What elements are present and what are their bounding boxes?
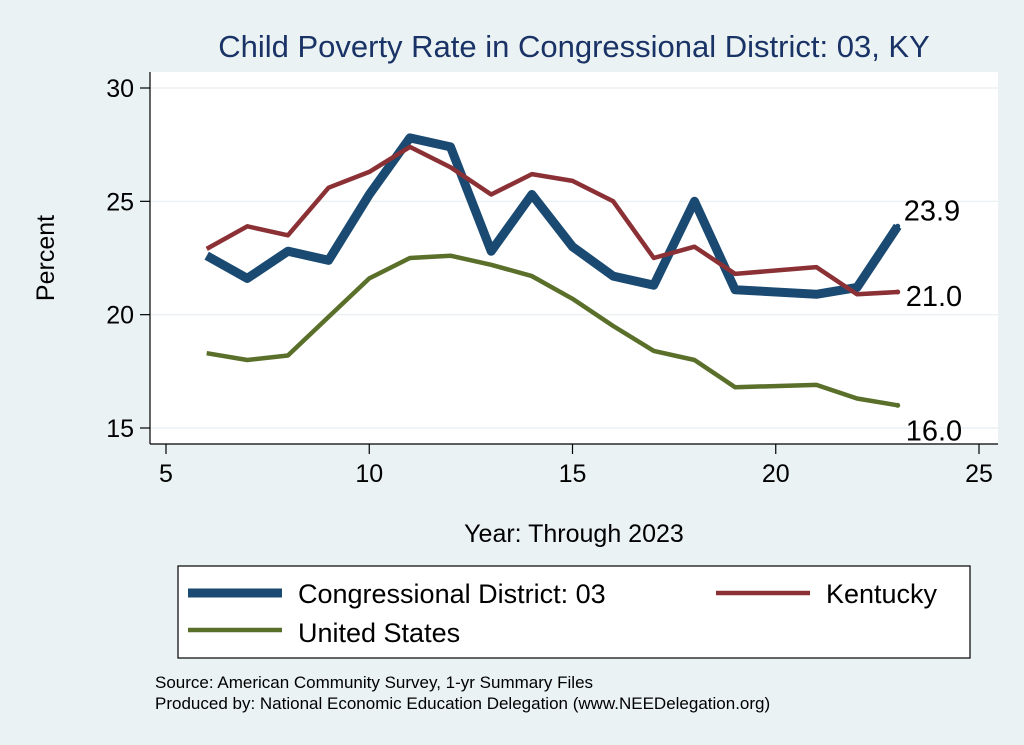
gridlines — [150, 87, 998, 429]
legend-label-0: Congressional District: 03 — [298, 579, 606, 609]
x-tick-label: 20 — [762, 460, 790, 488]
series-lines — [204, 133, 902, 408]
chart-title: Child Poverty Rate in Congressional Dist… — [218, 29, 930, 64]
end-labels: 23.9 21.0 16.0 — [904, 195, 962, 447]
x-tick-label: 10 — [355, 460, 383, 488]
x-tick-label: 5 — [159, 460, 173, 488]
y-tick-label: 25 — [106, 188, 134, 216]
plot-area — [150, 72, 998, 444]
y-tick-label: 30 — [106, 75, 134, 103]
series-end-marker-2 — [895, 402, 901, 408]
series-end-marker-0 — [895, 223, 901, 229]
y-tick-label: 20 — [106, 302, 134, 330]
y-tick-label: 15 — [106, 415, 134, 443]
end-label-1: 21.0 — [906, 281, 962, 313]
series-end-marker-1 — [895, 289, 901, 295]
legend-label-2: United States — [298, 618, 460, 648]
x-axis-label: Year: Through 2023 — [464, 520, 684, 548]
series-line-2 — [206, 253, 899, 408]
x-tick-label: 25 — [965, 460, 993, 488]
legend-box — [177, 565, 971, 659]
x-axis-ticks: 5 10 15 20 25 — [159, 444, 993, 488]
y-axis-label: Percent — [32, 215, 60, 301]
end-label-0: 23.9 — [904, 195, 960, 227]
y-axis-ticks: 15 20 25 30 — [106, 75, 150, 443]
series-line-1 — [205, 144, 898, 297]
produced-note: Produced by: National Economic Education… — [155, 694, 770, 713]
source-note: Source: American Community Survey, 1-yr … — [155, 673, 593, 692]
x-tick-label: 15 — [559, 460, 587, 488]
end-label-2: 16.0 — [906, 415, 962, 447]
series-line-0 — [204, 133, 902, 299]
legend-label-1: Kentucky — [826, 579, 938, 609]
legend: Congressional District: 03 Kentucky United… — [188, 579, 938, 648]
